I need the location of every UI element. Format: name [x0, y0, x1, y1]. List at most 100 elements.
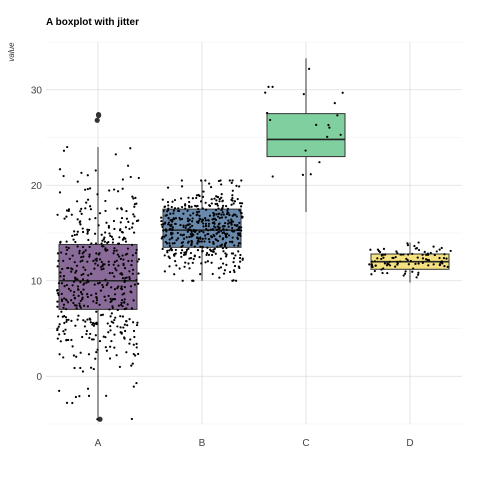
jitter-point [191, 261, 194, 264]
jitter-point [133, 205, 136, 208]
jitter-point [113, 260, 116, 263]
jitter-point [113, 333, 116, 336]
jitter-point [95, 259, 98, 262]
jitter-point [199, 273, 202, 276]
jitter-point [79, 299, 82, 303]
jitter-point [122, 258, 125, 261]
jitter-point [100, 242, 103, 245]
jitter-point [94, 334, 97, 337]
jitter-point [220, 193, 223, 196]
jitter-point [307, 67, 311, 70]
jitter-point [80, 256, 83, 259]
jitter-point [207, 232, 210, 236]
jitter-point [227, 219, 230, 222]
jitter-point [56, 213, 59, 216]
jitter-point [196, 213, 199, 216]
jitter-point [240, 226, 243, 229]
jitter-point [199, 237, 202, 240]
jitter-point [240, 229, 243, 232]
jitter-point [113, 249, 116, 252]
jitter-point [184, 252, 187, 255]
jitter-point [81, 335, 84, 339]
jitter-point [172, 209, 176, 212]
jitter-point [386, 271, 389, 275]
jitter-point [117, 264, 120, 267]
jitter-point [215, 232, 218, 235]
jitter-point [129, 147, 132, 150]
jitter-point [88, 255, 91, 258]
jitter-point [187, 262, 190, 265]
jitter-point [131, 222, 134, 225]
jitter-point [412, 267, 415, 270]
jitter-point [80, 273, 83, 277]
jitter-point [75, 304, 78, 307]
jitter-point [116, 190, 120, 193]
jitter-point [59, 241, 62, 244]
jitter-point [445, 257, 448, 260]
jitter-point [111, 305, 114, 308]
jitter-point [172, 217, 175, 220]
jitter-point [238, 256, 242, 260]
jitter-point [198, 214, 201, 217]
jitter-point [165, 230, 168, 233]
jitter-point [205, 251, 209, 255]
jitter-point [97, 224, 100, 227]
jitter-point [185, 250, 188, 253]
jitter-point [195, 194, 198, 197]
jitter-point [328, 126, 331, 129]
jitter-point [339, 133, 342, 136]
jitter-point [136, 260, 139, 263]
jitter-point [201, 249, 204, 253]
jitter-point [233, 264, 237, 268]
jitter-point [189, 251, 193, 255]
jitter-point [433, 253, 436, 257]
jitter-point [58, 353, 61, 356]
jitter-point [120, 216, 124, 220]
jitter-point [99, 289, 103, 292]
jitter-point [98, 212, 102, 215]
jitter-point [407, 253, 410, 256]
jitter-point [63, 321, 66, 325]
jitter-point [113, 293, 117, 296]
jitter-point [121, 305, 124, 308]
jitter-point [210, 202, 213, 205]
jitter-point [239, 253, 242, 257]
jitter-point [135, 342, 138, 345]
jitter-point [446, 265, 449, 268]
jitter-point [427, 264, 430, 267]
jitter-point [304, 149, 307, 152]
jitter-point [216, 231, 220, 234]
jitter-point [231, 229, 234, 233]
jitter-point [176, 237, 180, 240]
jitter-point [104, 278, 107, 281]
jitter-point [107, 226, 110, 229]
jitter-point [121, 187, 124, 190]
jitter-point [93, 322, 96, 325]
jitter-point [84, 188, 87, 191]
box-C [266, 113, 346, 158]
jitter-point [232, 269, 236, 272]
jitter-point [56, 292, 59, 295]
jitter-point [211, 228, 214, 231]
jitter-point [177, 207, 180, 210]
jitter-point [70, 299, 73, 302]
jitter-point [184, 207, 187, 210]
jitter-point [85, 332, 88, 336]
jitter-point [114, 316, 117, 319]
jitter-point [237, 250, 240, 253]
jitter-point [403, 272, 407, 275]
jitter-point [239, 211, 242, 214]
jitter-point [89, 272, 92, 275]
jitter-point [86, 230, 89, 233]
jitter-point [238, 209, 241, 212]
jitter-point [411, 270, 414, 273]
jitter-point [214, 218, 218, 222]
jitter-point [105, 394, 108, 397]
jitter-point [74, 324, 77, 327]
jitter-point [101, 285, 105, 289]
jitter-point [174, 260, 177, 263]
jitter-point [230, 198, 233, 201]
jitter-point [228, 213, 231, 217]
jitter-point [423, 250, 426, 254]
jitter-point [81, 227, 84, 230]
